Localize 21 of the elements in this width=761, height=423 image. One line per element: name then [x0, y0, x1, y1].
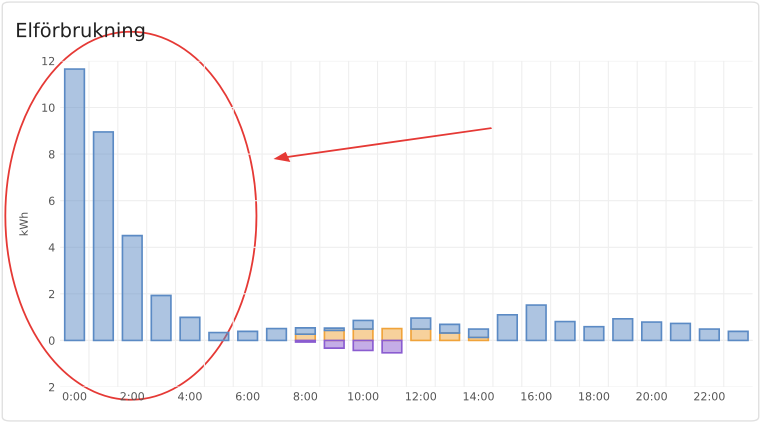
chart-title: Elförbrukning	[17, 22, 144, 42]
x-tick-label: 8:00	[294, 392, 318, 401]
x-tick-label: 0:00	[62, 392, 86, 401]
x-tick-label: 6:00	[236, 392, 260, 401]
x-tick-label: 16:00	[521, 392, 552, 401]
y-tick-label: 0	[48, 336, 55, 345]
x-tick-label: 20:00	[636, 392, 667, 401]
y-tick-label: 12	[42, 56, 54, 66]
x-tick-label: 12:00	[406, 392, 436, 401]
y-axis-title: kWh	[19, 212, 28, 236]
x-tick-label: 10:00	[348, 392, 378, 401]
y-tick-label: 4	[48, 243, 55, 252]
y-tick-label: 6	[48, 196, 55, 206]
y-tick-label: 10	[42, 103, 55, 112]
x-tick-label: 18:00	[579, 392, 610, 401]
x-tick-label: 4:00	[178, 392, 202, 401]
x-tick-label: 22:00	[694, 392, 725, 401]
y-tick-label: 2	[49, 290, 54, 298]
x-tick-label: 14:00	[464, 392, 494, 401]
y-tick-label: 8	[48, 150, 54, 158]
y-tick-label: 2	[49, 383, 54, 392]
